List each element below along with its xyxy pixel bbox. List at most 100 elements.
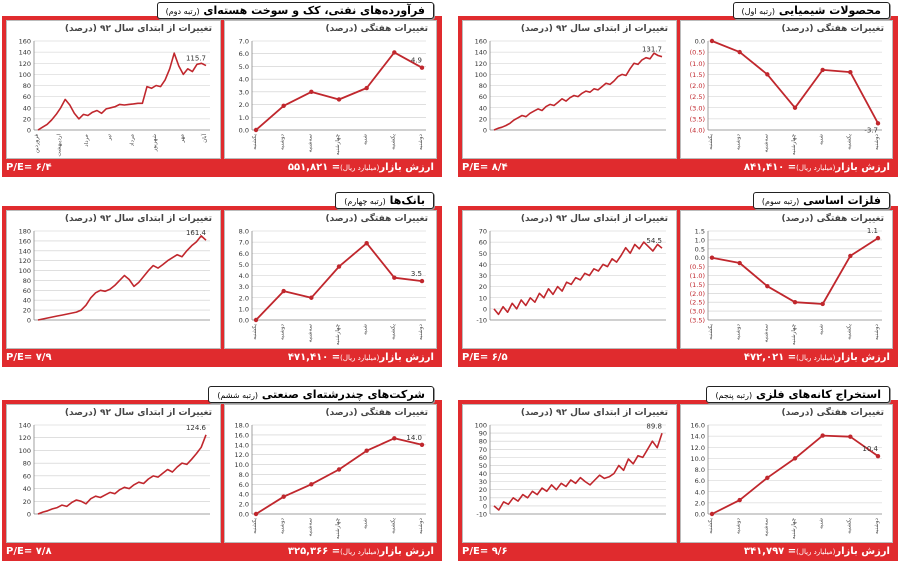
y-tick-label: 20 [23,498,31,506]
y-tick-label: 80 [23,277,31,285]
y-tick-label: 100 [475,422,487,430]
x-tick-label: سه‌شنبه [307,518,313,537]
pe-label: P/E= [6,546,33,557]
data-point [336,97,342,102]
y-tick-label: 16.0 [235,431,249,439]
panel-background: تغییرات هفتگی (درصد) 1.5 1.0 0.5 0.0 (0.5) (1… [458,206,898,350]
y-tick-label: 8.0 [695,466,705,474]
ytd-chart-title: تغییرات از ابتدای سال ۹۲ (درصد) [520,408,668,418]
x-tick-label: یکشنبه [707,324,714,340]
data-point [392,436,397,441]
pe-ratio: P/E= ۸/۴ [462,162,508,173]
panel-footer: ارزش بازار(میلیارد ریال)= ۴۷۱,۴۱۰ P/E= ۷… [2,350,442,367]
panel-rank: (رتبه ششم) [217,391,259,400]
data-point [253,317,259,323]
panel-rank: (رتبه دوم) [165,7,200,16]
series-line [255,51,423,131]
y-tick-label: (3.5) [690,115,705,123]
weekly-chart-svg: 0.0 (0.5) (1.0) (1.5) (2.0) (2.5) (3.0) (3.5) (4… [690,38,882,155]
y-tick-label: 10.0 [691,455,705,463]
y-tick-label: 80 [479,82,487,90]
panel-background: تغییرات هفتگی (درصد) 0.0 (0.5) (1.0) (1.5) (… [458,16,898,160]
data-point [281,288,286,294]
x-tick-label: دوشنبه [418,517,424,534]
panel-title-text: فلزات اساسی [803,194,881,207]
y-tick-label: 80 [479,438,487,446]
y-tick-label: 20 [479,115,487,123]
ytd-chart-title: تغییرات از ابتدای سال ۹۲ (درصد) [520,214,668,224]
series-line [255,437,423,515]
market-value: ارزش بازار(میلیارد ریال)= ۵۵۱,۸۲۱ [288,162,434,173]
y-tick-label: (4.0) [690,127,705,135]
pe-value: ۸/۴ [491,162,508,173]
panel-footer: ارزش بازار(میلیارد ریال)= ۴۷۲,۰۲۱ P/E= ۶… [458,350,898,367]
y-tick-label: 100 [19,447,31,455]
x-tick-label: دوشنبه [874,323,880,340]
market-value-number: ۴۷۲,۰۲۱ [743,352,785,363]
data-point [336,467,342,472]
y-tick-label: 3.0 [239,283,249,291]
x-tick-label: یکشنبه [707,134,714,150]
y-tick-label: 60 [479,93,487,101]
ytd-chart: تغییرات از ابتدای سال ۹۲ (درصد) 0 20 40 60 8… [6,20,221,159]
pe-ratio: P/E= ۹/۶ [462,546,508,557]
data-point [364,448,369,453]
panel-title: بانک‌ها (رتبه چهارم) [335,192,434,209]
x-tick-label: چهارشنبه [335,134,341,155]
x-tick-label: یکشنبه [389,518,396,534]
y-tick-label: (1.0) [690,272,705,280]
market-value-label: ارزش بازار [379,546,434,557]
last-value-label: -3.7 [864,126,878,134]
y-tick-label: 100 [19,71,31,79]
pe-ratio: P/E= ۷/۸ [6,546,52,557]
pe-value: ۷/۸ [35,546,52,557]
data-point [709,38,715,44]
y-tick-label: 5.0 [239,63,249,71]
panel-metal-mining: تغییرات هفتگی (درصد) 0.0 2.0 4.0 6.0 8.0 10.0… [458,386,898,561]
y-tick-label: 0 [483,305,487,313]
data-point [737,260,742,266]
ytd-chart: تغییرات از ابتدای سال ۹۲ (درصد) 0 20 40 60 8… [6,210,221,349]
market-value: ارزش بازار(میلیارد ریال)= ۳۴۱,۷۹۷ [744,546,890,557]
y-tick-label: 8.0 [239,471,249,479]
y-tick-label: 160 [475,38,487,46]
pe-label: P/E= [462,352,489,363]
series-line [493,433,663,511]
ytd-chart-svg: 0 20 40 60 80 100 120 140 160 131.7 [475,38,666,135]
market-value-label: ارزش بازار [379,162,434,173]
y-tick-label: 140 [19,49,31,57]
market-value-number: ۴۷۱,۴۱۰ [287,352,329,363]
y-tick-label: 40 [479,104,487,112]
y-tick-label: 140 [19,422,31,430]
weekly-chart-title: تغییرات هفتگی (درصد) [781,24,884,34]
y-tick-label: 0.0 [695,38,705,46]
y-tick-label: 160 [19,38,31,46]
y-tick-label: 30 [479,272,487,280]
y-tick-label: 140 [475,49,487,57]
y-tick-label: 50 [479,250,487,258]
equals-sign: = [787,162,797,173]
x-tick-label: چهارشنبه [791,324,797,345]
series-line [37,434,207,515]
panel-title-text: بانک‌ها [389,194,425,207]
y-tick-label: 10 [479,294,487,302]
equals-sign: = [331,162,341,173]
series-line [493,241,663,316]
x-tick-label: شنبه [819,134,825,145]
x-tick-label: یکشنبه [845,518,852,534]
panel-industrial-conglomerates: تغییرات هفتگی (درصد) 0.0 2.0 4.0 6.0 8.0 10.0… [2,386,442,561]
weekly-chart-svg: 1.51.00.50.0(0.5)(1.0)(1.5)(2.0)(2.5)(3.… [690,227,882,345]
x-tick-label: دوشنبه [874,517,880,534]
x-tick-label: شهریور [152,134,158,153]
y-tick-label: 10 [479,494,487,502]
equals-sign: = [331,352,341,363]
weekly-chart: تغییرات هفتگی (درصد) 0.0 2.0 4.0 6.0 8.0 10.0… [224,404,437,543]
data-point [419,442,425,447]
y-tick-label: 80 [23,82,31,90]
x-tick-label: تیر [107,134,113,142]
x-tick-label: یکشنبه [251,134,258,150]
y-tick-label: 12.0 [235,451,249,459]
panel-title: محصولات شیمیایی (رتبه اول) [732,2,890,19]
data-point [792,456,798,461]
weekly-chart-title: تغییرات هفتگی (درصد) [781,214,884,224]
